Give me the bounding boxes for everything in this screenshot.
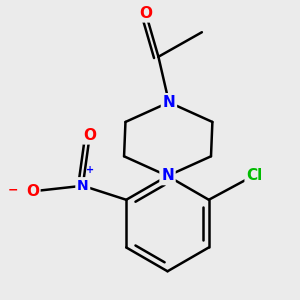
Text: O: O [26, 184, 39, 199]
Text: N: N [161, 168, 174, 183]
Text: O: O [139, 6, 152, 21]
Text: N: N [163, 95, 175, 110]
Text: O: O [83, 128, 96, 143]
Text: +: + [86, 165, 94, 175]
Text: Cl: Cl [246, 168, 262, 183]
Text: N: N [77, 179, 88, 193]
Text: −: − [8, 184, 18, 196]
